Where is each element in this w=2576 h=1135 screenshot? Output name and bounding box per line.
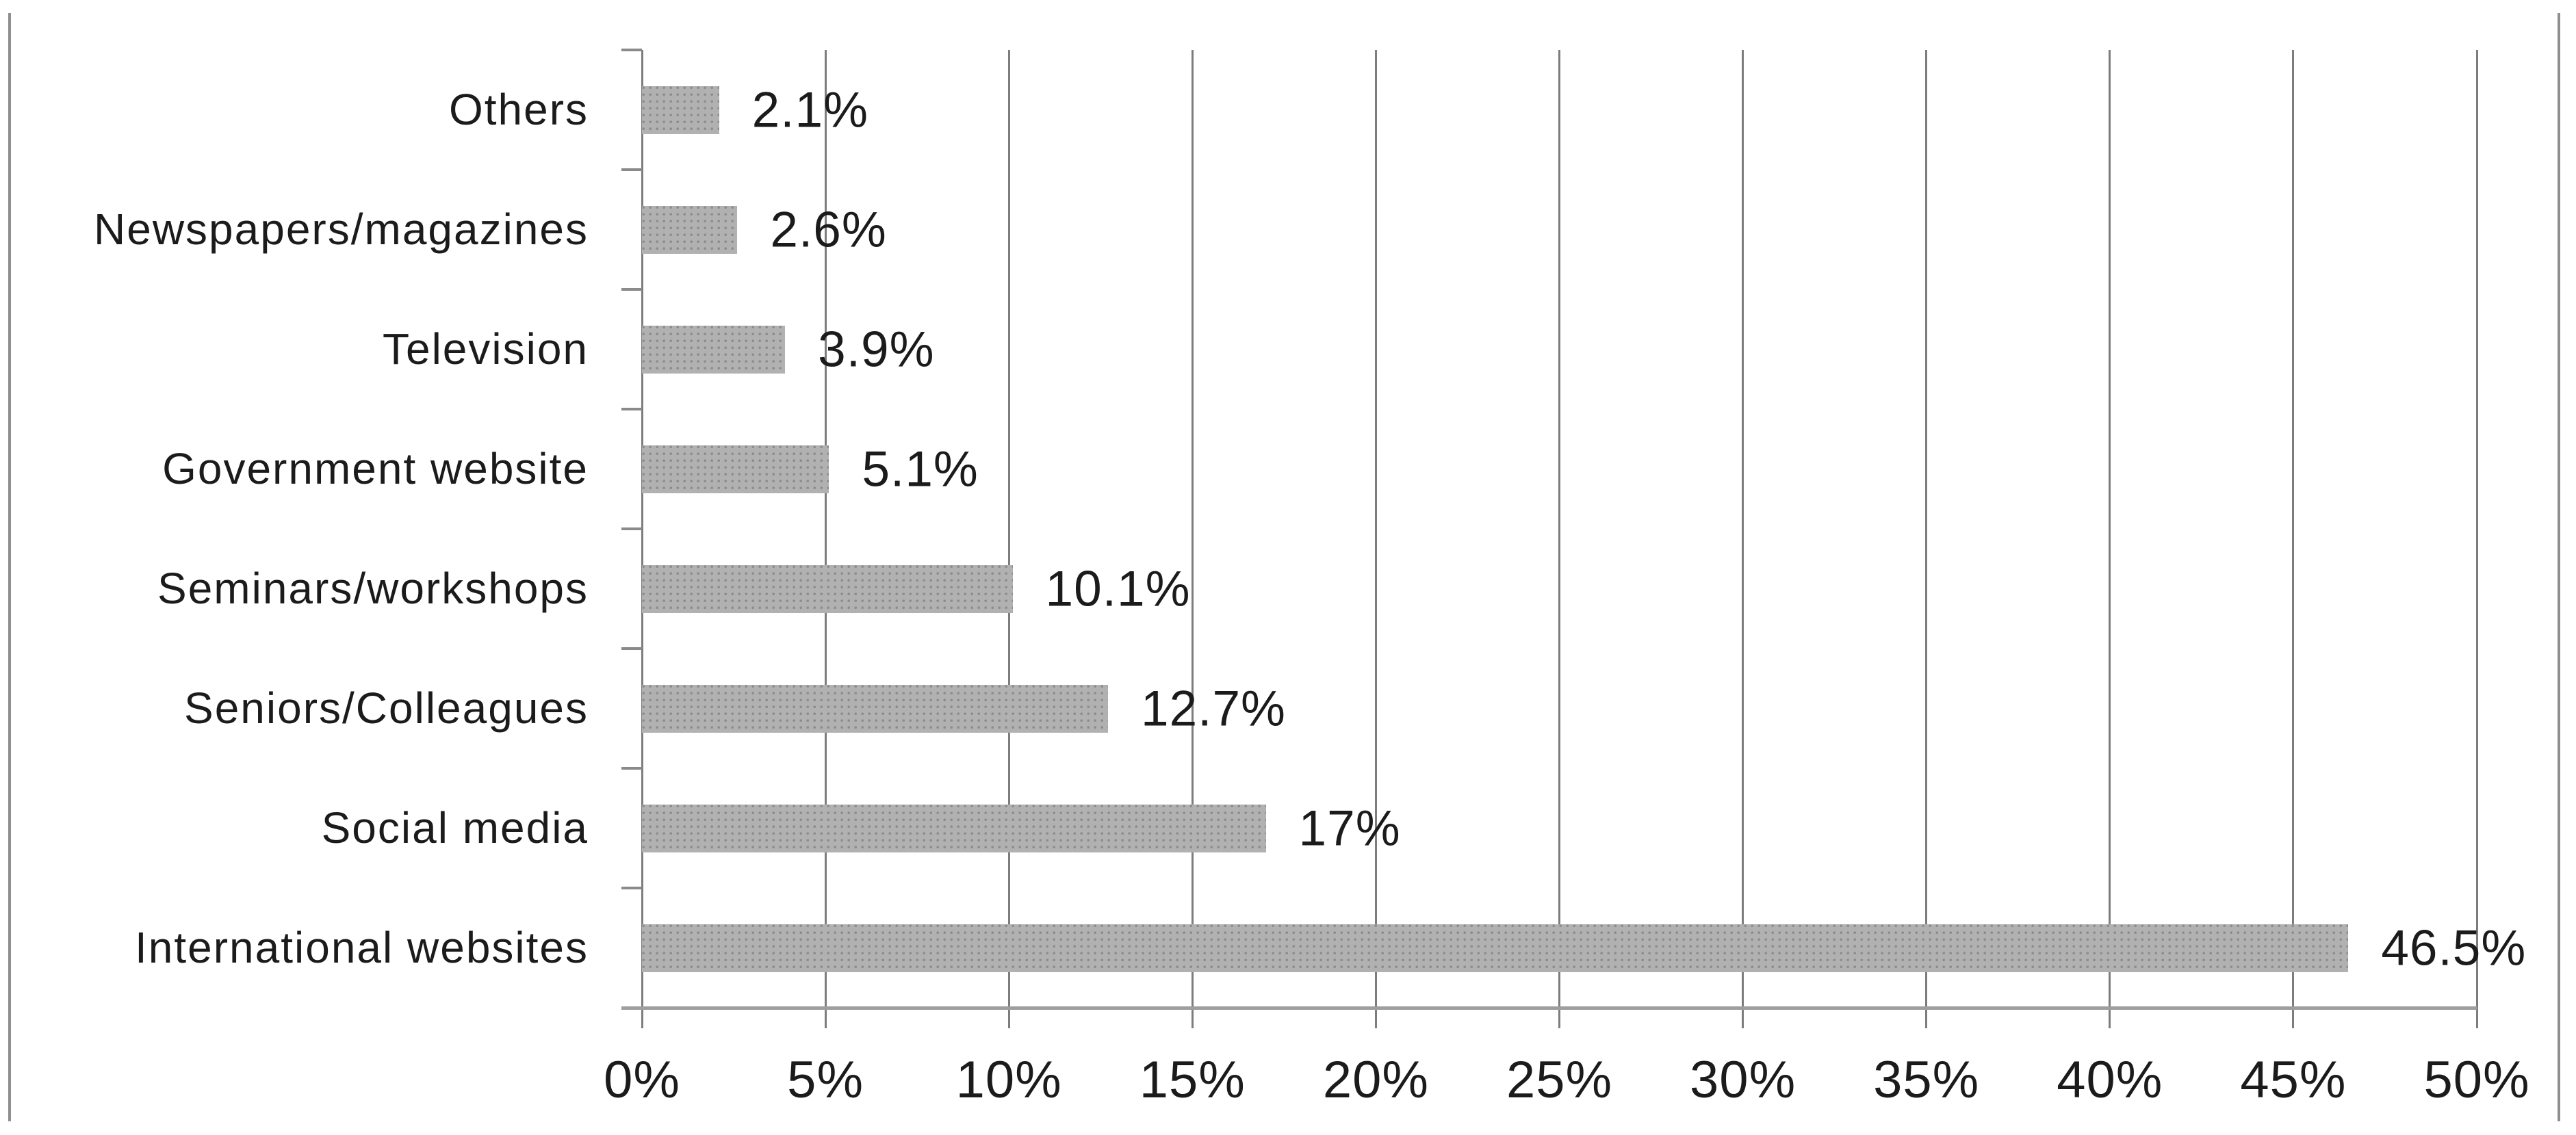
category-label: Television [382, 324, 589, 374]
value-label: 2.1% [751, 82, 868, 138]
gridline [1191, 50, 1194, 1028]
bar [642, 325, 786, 374]
category-tick-mark [621, 767, 642, 770]
bar [642, 86, 719, 134]
bar [642, 924, 2349, 972]
category-tick-mark [621, 288, 642, 291]
category-label: Seniors/Colleagues [184, 683, 589, 733]
gridline [2109, 50, 2111, 1028]
value-label: 46.5% [2381, 920, 2527, 976]
x-tick-label: 40% [2057, 1051, 2163, 1109]
value-label: 10.1% [1045, 561, 1191, 616]
category-tick-mark [621, 168, 642, 171]
category-label: Seminars/workshops [157, 564, 589, 613]
gridline [824, 50, 827, 1028]
x-tick-label: 45% [2240, 1051, 2347, 1109]
plot-area: 2.1% 2.6% 3.9% 5.1% 10.1% 12.7% 17% 46.5% [621, 49, 2525, 1028]
x-tick-label: 15% [1139, 1051, 1246, 1109]
category-label: Social media [321, 803, 589, 852]
gridline [1742, 50, 1744, 1028]
bar [642, 684, 1108, 733]
category-label: Government website [162, 444, 589, 493]
x-tick-label: 25% [1506, 1051, 1613, 1109]
category-axis-line [641, 50, 643, 1028]
gridline [1374, 50, 1377, 1028]
bar [642, 445, 829, 493]
x-tick-label: 0% [604, 1051, 680, 1109]
value-label: 3.9% [818, 322, 935, 377]
category-tick-mark [621, 887, 642, 889]
category-tick-mark [621, 408, 642, 410]
x-tick-label: 5% [787, 1051, 864, 1109]
gridline [1007, 50, 1010, 1028]
category-tick-mark [621, 647, 642, 650]
bar [642, 564, 1013, 613]
value-label: 2.6% [770, 202, 887, 257]
x-tick-label: 35% [1873, 1051, 1980, 1109]
category-label: Newspapers/magazines [94, 205, 589, 254]
value-label: 12.7% [1140, 681, 1286, 736]
bar [642, 205, 738, 254]
x-tick-label: 20% [1322, 1051, 1429, 1109]
bar [642, 804, 1266, 852]
value-label: 5.1% [862, 441, 979, 497]
figure-right-border [2558, 13, 2560, 1121]
gridline [2475, 50, 2478, 1028]
figure-left-border [8, 13, 11, 1121]
gridline [1558, 50, 1560, 1028]
value-axis-line [621, 1006, 2477, 1010]
x-tick-label: 50% [2423, 1051, 2530, 1109]
x-tick-label: 10% [955, 1051, 1062, 1109]
category-tick-mark [621, 527, 642, 530]
gridline [2292, 50, 2295, 1028]
x-tick-label: 30% [1690, 1051, 1796, 1109]
value-label: 17% [1298, 800, 1401, 856]
category-label: Others [448, 85, 589, 134]
category-tick-mark [621, 49, 642, 51]
gridline [1925, 50, 1928, 1028]
category-label: International websites [134, 923, 589, 972]
